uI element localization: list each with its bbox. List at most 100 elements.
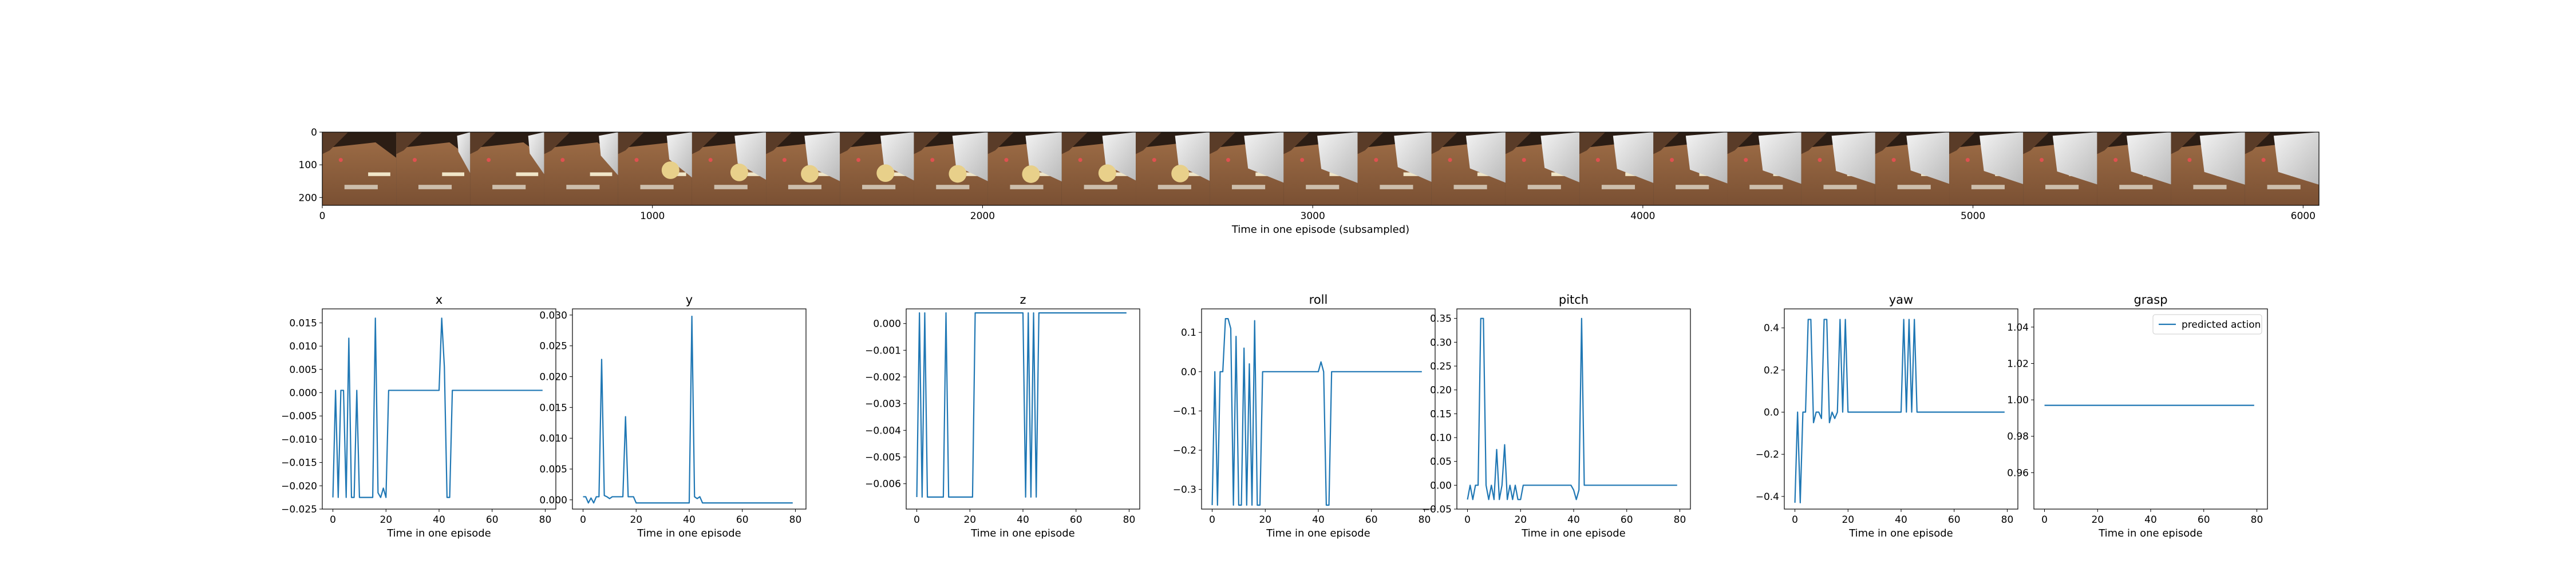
panel-title: x <box>436 293 442 307</box>
frame-robot-arm <box>666 132 692 178</box>
frame-wall <box>1210 132 1236 154</box>
y-tick-label: −0.3 <box>1173 484 1196 496</box>
line-panels: 0 20 40 60 80−0.025−0.020−0.015−0.010−0.0050… <box>281 293 2268 539</box>
frame-object <box>516 172 539 176</box>
x-tick-label: 0 <box>1792 514 1798 526</box>
panel-z: 0 20 40 60 80 0.000 −0.001 −0.002 −0.003 −0.004 −0… <box>865 293 1140 539</box>
filmstrip-frame <box>396 132 471 205</box>
x-tick-label: 20 <box>1514 514 1527 526</box>
y-tick-label: 0.05 <box>1430 456 1452 468</box>
filmstrip-panel: 0 1000 2000 3000 4000 5000 6000 0 100 200 Time in… <box>299 127 2320 236</box>
y-tick-label: 0.010 <box>539 433 567 444</box>
frame-marker <box>338 158 343 162</box>
frame-wall <box>322 132 349 154</box>
frame-wall <box>1357 132 1384 154</box>
frame-label-strip <box>492 185 526 189</box>
frame-object <box>590 172 613 176</box>
frame-object <box>886 172 908 176</box>
x-tick-label: 60 <box>1070 514 1082 526</box>
frame-wall <box>2171 132 2197 154</box>
legend: predicted action <box>2152 314 2262 335</box>
series-line-predicted-action <box>1794 319 2005 504</box>
frame-held-object <box>661 161 679 179</box>
filmstrip-border <box>322 132 2320 206</box>
x-tick-label: 40 <box>1567 514 1580 526</box>
frame-wall <box>1653 132 1680 154</box>
panel-pitch: 0 20 40 60 80−0.050.000.050.100.150.200.250.… <box>1422 293 1691 539</box>
frame-label-strip <box>1749 185 1783 189</box>
y-tick-label: 0.020 <box>539 371 567 383</box>
y-tick-label: −0.020 <box>281 480 317 492</box>
x-axis-label: Time in one episode <box>1521 527 1626 539</box>
frame-label-strip <box>2193 185 2227 189</box>
frame-marker <box>930 158 935 162</box>
frame-marker <box>1226 158 1231 162</box>
y-tick-label: 0.000 <box>539 495 567 506</box>
frame-robot-arm <box>1540 132 1580 182</box>
y-tick-label: −0.2 <box>1173 445 1196 456</box>
frame-held-object <box>876 164 895 182</box>
x-axis-label: Time in one episode <box>386 527 491 539</box>
x-tick-label: 20 <box>1259 514 1271 526</box>
series-line-predicted-action <box>583 315 793 504</box>
frame-marker <box>782 158 787 162</box>
frame-wall <box>1136 132 1162 154</box>
frame-marker <box>634 158 639 162</box>
panel-yaw: 0 20 40 60 80 −0.4 −0.2 0.0 0.2 0.4 yaw Time in one… <box>1756 293 2018 539</box>
frame-robot-arm <box>804 132 840 181</box>
filmstrip-frame <box>1210 132 1284 205</box>
x-axis-label: Time in one episode <box>2098 527 2203 539</box>
frame-label-strip <box>1010 185 1044 189</box>
frame-label-strip <box>788 185 821 189</box>
y-tick-label: −0.1 <box>1173 406 1196 417</box>
y-tick-label: 0.35 <box>1430 313 1452 325</box>
frame-wall <box>766 132 792 154</box>
y-tick-label: −0.002 <box>865 372 901 383</box>
y-tick-label: 1.04 <box>2007 322 2029 333</box>
frame-robot-arm <box>1906 132 1950 184</box>
filmstrip-frame <box>1949 132 2024 205</box>
frame-held-object <box>949 165 967 183</box>
x-tick-label: 80 <box>1674 514 1686 526</box>
legend-label: predicted action <box>2182 319 2261 331</box>
filmstrip-frame <box>470 132 544 205</box>
frame-robot-arm <box>880 132 914 181</box>
filmstrip-frame <box>1653 132 1728 205</box>
frame-label-strip <box>1084 185 1117 189</box>
frame-label-strip <box>1601 185 1635 189</box>
x-tick-label: 40 <box>683 514 696 526</box>
frame-marker <box>1744 158 1748 162</box>
frame-wall <box>396 132 422 154</box>
filmstrip-frame <box>2245 132 2319 205</box>
x-tick-label: 1000 <box>640 210 665 222</box>
filmstrip-frame <box>2097 132 2171 205</box>
series-line-predicted-action <box>1467 317 1677 500</box>
frame-wall <box>1801 132 1827 154</box>
x-tick-label: 0 <box>330 514 336 526</box>
frame-object <box>1182 172 1204 176</box>
x-tick-label: 0 <box>1464 514 1471 526</box>
frame-robot-arm <box>952 132 988 181</box>
y-tick-label: −0.003 <box>865 399 901 410</box>
y-tick-label: −0.4 <box>1756 491 1779 503</box>
frame-object <box>1107 172 1130 176</box>
frame-marker <box>708 158 713 162</box>
frame-wall <box>692 132 718 154</box>
y-tick-label: 100 <box>299 160 317 171</box>
frame-robot-arm <box>1244 132 1284 183</box>
x-tick-label: 5000 <box>1961 210 1985 222</box>
frame-label-strip <box>1527 185 1561 189</box>
x-tick-label: 20 <box>2091 514 2104 526</box>
frame-marker <box>1300 158 1305 162</box>
y-tick-label: 0.015 <box>289 317 317 329</box>
filmstrip-frame <box>766 132 840 205</box>
frame-marker <box>2113 158 2118 162</box>
frame-wall <box>1875 132 1902 154</box>
panel-roll: 0 20 40 60 80 −0.3 −0.2 −0.1 0.0 0.1 roll Time in o… <box>1173 293 1436 539</box>
y-tick-label: 0.4 <box>1764 323 1779 334</box>
frame-wall <box>1505 132 1532 154</box>
filmstrip-frame <box>840 132 914 205</box>
frame-wall <box>544 132 570 154</box>
frame-marker <box>1152 158 1156 162</box>
frame-robot-arm <box>457 132 471 173</box>
